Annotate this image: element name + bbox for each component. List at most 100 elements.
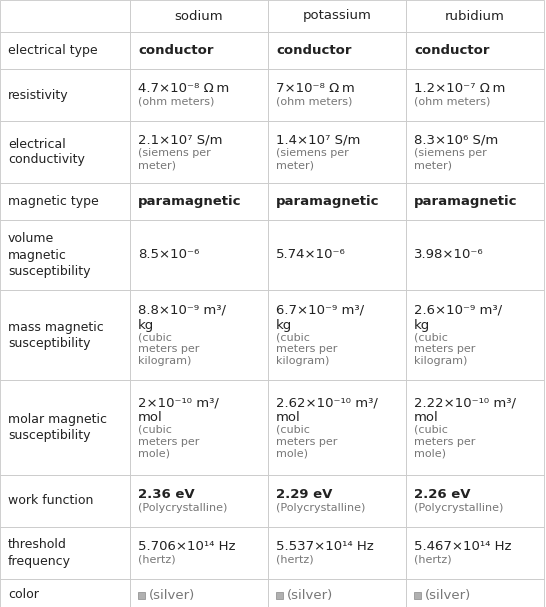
Text: (cubic
meters per
mole): (cubic meters per mole) <box>138 425 199 459</box>
Bar <box>406 527 544 579</box>
Text: potassium: potassium <box>302 10 371 22</box>
Bar <box>268 32 406 69</box>
Text: work function: work function <box>8 495 93 507</box>
Text: conductor: conductor <box>414 44 490 57</box>
Text: 2.29 eV: 2.29 eV <box>276 488 333 501</box>
Bar <box>0 527 130 579</box>
Text: (ohm meters): (ohm meters) <box>276 97 352 107</box>
Text: (Polycrystalline): (Polycrystalline) <box>414 503 503 513</box>
Text: (cubic
meters per
kilogram): (cubic meters per kilogram) <box>414 333 476 367</box>
Bar <box>276 591 283 599</box>
Bar <box>130 527 268 579</box>
Bar <box>0 183 130 220</box>
Bar <box>268 475 406 527</box>
Bar <box>406 183 544 220</box>
Bar <box>268 380 406 475</box>
Text: paramagnetic: paramagnetic <box>138 195 241 208</box>
Text: sodium: sodium <box>175 10 223 22</box>
Text: 8.5×10⁻⁶: 8.5×10⁻⁶ <box>138 248 199 262</box>
Bar <box>0 475 130 527</box>
Text: 8.8×10⁻⁹ m³/
kg: 8.8×10⁻⁹ m³/ kg <box>138 304 226 331</box>
Bar <box>130 121 268 183</box>
Bar <box>130 380 268 475</box>
Text: (hertz): (hertz) <box>138 555 176 565</box>
Bar <box>414 591 421 599</box>
Text: (siemens per
meter): (siemens per meter) <box>414 149 486 171</box>
Text: (siemens per
meter): (siemens per meter) <box>276 149 349 171</box>
Bar <box>406 579 544 607</box>
Bar <box>130 579 268 607</box>
Text: mass magnetic
susceptibility: mass magnetic susceptibility <box>8 320 104 350</box>
Text: paramagnetic: paramagnetic <box>276 195 379 208</box>
Text: 1.4×10⁷ S/m: 1.4×10⁷ S/m <box>276 134 360 146</box>
Bar <box>268 69 406 121</box>
Bar <box>406 475 544 527</box>
Text: rubidium: rubidium <box>445 10 505 22</box>
Bar <box>0 69 130 121</box>
Bar <box>268 527 406 579</box>
Text: (ohm meters): (ohm meters) <box>138 97 215 107</box>
Bar <box>0 290 130 380</box>
Text: (Polycrystalline): (Polycrystalline) <box>276 503 365 513</box>
Bar <box>406 69 544 121</box>
Text: (cubic
meters per
kilogram): (cubic meters per kilogram) <box>276 333 337 367</box>
Text: 2.36 eV: 2.36 eV <box>138 488 194 501</box>
Bar <box>268 579 406 607</box>
Bar <box>268 183 406 220</box>
Text: (siemens per
meter): (siemens per meter) <box>138 149 211 171</box>
Text: 5.74×10⁻⁶: 5.74×10⁻⁶ <box>276 248 346 262</box>
Bar <box>130 290 268 380</box>
Bar <box>130 475 268 527</box>
Bar <box>406 380 544 475</box>
Bar <box>130 220 268 290</box>
Text: magnetic type: magnetic type <box>8 195 99 208</box>
Text: (silver): (silver) <box>287 589 333 602</box>
Bar <box>268 121 406 183</box>
Bar <box>406 0 544 32</box>
Text: color: color <box>8 589 39 602</box>
Text: (silver): (silver) <box>149 589 195 602</box>
Text: 5.537×10¹⁴ Hz: 5.537×10¹⁴ Hz <box>276 540 374 553</box>
Bar <box>0 32 130 69</box>
Bar <box>130 183 268 220</box>
Text: 2.6×10⁻⁹ m³/
kg: 2.6×10⁻⁹ m³/ kg <box>414 304 502 331</box>
Text: 2×10⁻¹⁰ m³/
mol: 2×10⁻¹⁰ m³/ mol <box>138 396 219 424</box>
Bar <box>268 290 406 380</box>
Text: 8.3×10⁶ S/m: 8.3×10⁶ S/m <box>414 134 498 146</box>
Text: (cubic
meters per
mole): (cubic meters per mole) <box>276 425 337 459</box>
Bar <box>0 579 130 607</box>
Bar <box>268 220 406 290</box>
Text: 1.2×10⁻⁷ Ω m: 1.2×10⁻⁷ Ω m <box>414 82 506 95</box>
Bar <box>0 0 130 32</box>
Bar <box>0 121 130 183</box>
Text: electrical type: electrical type <box>8 44 98 57</box>
Text: conductor: conductor <box>138 44 213 57</box>
Text: (cubic
meters per
mole): (cubic meters per mole) <box>414 425 476 459</box>
Text: (cubic
meters per
kilogram): (cubic meters per kilogram) <box>138 333 199 367</box>
Text: (hertz): (hertz) <box>276 555 313 565</box>
Text: 5.467×10¹⁴ Hz: 5.467×10¹⁴ Hz <box>414 540 512 553</box>
Text: molar magnetic
susceptibility: molar magnetic susceptibility <box>8 413 107 442</box>
Text: 6.7×10⁻⁹ m³/
kg: 6.7×10⁻⁹ m³/ kg <box>276 304 364 331</box>
Bar <box>130 69 268 121</box>
Bar <box>138 591 145 599</box>
Bar <box>0 380 130 475</box>
Text: (Polycrystalline): (Polycrystalline) <box>138 503 227 513</box>
Text: resistivity: resistivity <box>8 89 69 101</box>
Text: conductor: conductor <box>276 44 352 57</box>
Text: electrical
conductivity: electrical conductivity <box>8 138 85 166</box>
Text: 2.22×10⁻¹⁰ m³/
mol: 2.22×10⁻¹⁰ m³/ mol <box>414 396 516 424</box>
Bar <box>130 32 268 69</box>
Bar <box>406 290 544 380</box>
Text: (ohm meters): (ohm meters) <box>414 97 490 107</box>
Text: 2.1×10⁷ S/m: 2.1×10⁷ S/m <box>138 134 223 146</box>
Text: 2.26 eV: 2.26 eV <box>414 488 471 501</box>
Bar <box>406 220 544 290</box>
Text: 2.62×10⁻¹⁰ m³/
mol: 2.62×10⁻¹⁰ m³/ mol <box>276 396 378 424</box>
Text: (silver): (silver) <box>425 589 471 602</box>
Bar <box>406 121 544 183</box>
Bar <box>0 220 130 290</box>
Text: paramagnetic: paramagnetic <box>414 195 518 208</box>
Bar <box>268 0 406 32</box>
Text: 4.7×10⁻⁸ Ω m: 4.7×10⁻⁸ Ω m <box>138 82 229 95</box>
